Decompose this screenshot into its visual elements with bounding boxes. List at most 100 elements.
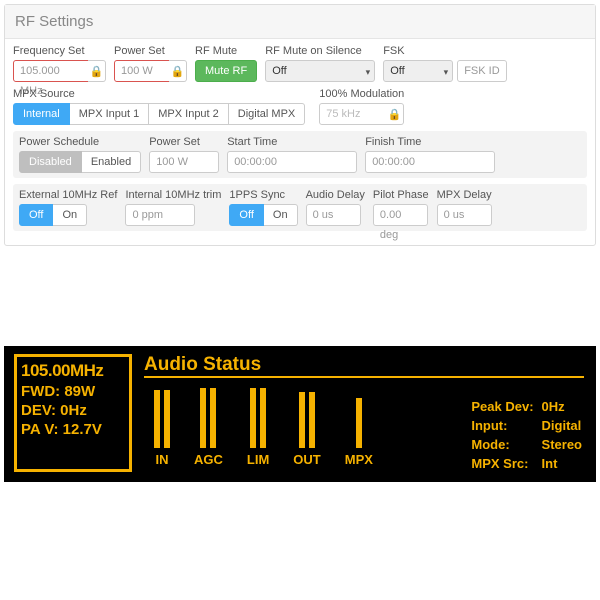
mpx-delay-input[interactable]: 0 us [437,204,492,226]
meter-label: IN [156,452,169,467]
meter-bar [210,388,216,448]
meter-bar [250,388,256,448]
pps-sync-label: 1PPS Sync [229,189,297,201]
meter-label: AGC [194,452,223,467]
lcd-info-val: Int [542,455,582,472]
ref10-btns-off[interactable]: Off [19,204,53,226]
sched-finish-input[interactable]: 00:00:00 [365,151,495,173]
lcd-info-key: Input: [471,417,539,434]
lcd-fwd: FWD: 89W [21,383,125,400]
sched-start-label: Start Time [227,136,357,148]
int-10mhz-trim-input[interactable]: 0 ppm [125,204,195,226]
pps-btns-on[interactable]: On [264,204,298,226]
mpx-source-buttons: InternalMPX Input 1MPX Input 2Digital MP… [13,103,305,125]
rf-mute-silence-select[interactable]: Off [265,60,375,82]
lock-icon[interactable]: 🔒 [169,60,187,82]
lcd-info-val: 0Hz [542,398,582,415]
power-set-input[interactable]: 100 W [114,60,172,82]
mpx-delay-label: MPX Delay [437,189,492,201]
pilot-phase-input[interactable]: 0.00 deg [373,204,428,226]
lcd-title: Audio Status [144,354,261,376]
fsk-label: FSK [383,45,507,57]
lcd-title-underline [144,376,584,378]
int-10mhz-trim-group: Internal 10MHz trim 0 ppm [125,189,221,226]
ref10-btns-on[interactable]: On [53,204,87,226]
lcd-meter-lim: LIM [247,386,269,467]
frequency-set-label: Frequency Set [13,45,106,57]
meter-bar [309,392,315,448]
modulation-group: 100% Modulation 75 kHz 🔒 [319,88,404,125]
lcd-info-key: Peak Dev: [471,398,539,415]
ext-10mhz-buttons: OffOn [19,204,117,226]
rf-mute-silence-label: RF Mute on Silence [265,45,375,57]
power-schedule-panel: Power Schedule DisabledEnabled Power Set… [13,131,587,178]
lcd-info-table: Peak Dev:0Hz Input:Digital Mode:Stereo M… [469,396,584,474]
mpx-source-group: MPX Source InternalMPX Input 1MPX Input … [13,88,305,125]
rf-mute-group: RF Mute Mute RF [195,45,257,82]
fsk-select[interactable]: Off [383,60,453,82]
sched-finish-label: Finish Time [365,136,495,148]
lcd-meter-out: OUT [293,386,320,467]
sched-btns-enabled[interactable]: Enabled [82,151,141,173]
lcd-status-box: 105.00MHz FWD: 89W DEV: 0Hz PA V: 12.7V [14,354,132,472]
sched-btns-disabled[interactable]: Disabled [19,151,82,173]
meter-bar [260,388,266,448]
lcd-info-key: MPX Src: [471,455,539,472]
meter-label: LIM [247,452,269,467]
ext-10mhz-group: External 10MHz Ref OffOn [19,189,117,226]
lcd-meter-agc: AGC [194,386,223,467]
audio-delay-group: Audio Delay 0 us [306,189,365,226]
panel-title: RF Settings [5,5,595,39]
mute-rf-button[interactable]: Mute RF [195,60,257,82]
pps-btns-off[interactable]: Off [229,204,263,226]
meter-label: MPX [345,452,373,467]
ext-10mhz-label: External 10MHz Ref [19,189,117,201]
lock-icon[interactable]: 🔒 [386,103,404,125]
meter-bar [299,392,305,448]
lcd-meter-mpx: MPX [345,386,373,467]
mpx-btns-internal[interactable]: Internal [13,103,70,125]
pilot-phase-label: Pilot Phase [373,189,429,201]
meter-bar [200,388,206,448]
fsk-id-input[interactable]: FSK ID [457,60,507,82]
fsk-group: FSK Off FSK ID [383,45,507,82]
lock-icon[interactable]: 🔒 [88,60,106,82]
power-schedule-buttons: DisabledEnabled [19,151,141,173]
meter-bar [164,390,170,448]
power-set-group: Power Set 100 W 🔒 [114,45,187,82]
mpx-source-label: MPX Source [13,88,305,100]
lcd-info-val: Stereo [542,436,582,453]
mpx-btns-mpx-input-1[interactable]: MPX Input 1 [70,103,150,125]
audio-delay-label: Audio Delay [306,189,365,201]
frequency-set-input[interactable]: 105.000 MHz [13,60,91,82]
pps-sync-group: 1PPS Sync OffOn [229,189,297,226]
rf-mute-silence-group: RF Mute on Silence Off [265,45,375,82]
power-schedule-label: Power Schedule [19,136,141,148]
sched-power-input[interactable]: 100 W [149,151,219,173]
rf-mute-label: RF Mute [195,45,257,57]
sched-start-input[interactable]: 00:00:00 [227,151,357,173]
power-schedule-group: Power Schedule DisabledEnabled [19,136,141,173]
meter-bar [356,398,362,448]
pilot-phase-group: Pilot Phase 0.00 deg [373,189,429,226]
misc-settings-panel: External 10MHz Ref OffOn Internal 10MHz … [13,184,587,231]
rf-settings-panel: RF Settings Frequency Set 105.000 MHz 🔒 … [4,4,596,246]
sched-finish-group: Finish Time 00:00:00 [365,136,495,173]
meter-label: OUT [293,452,320,467]
modulation-input[interactable]: 75 kHz [319,103,389,125]
lcd-dev: DEV: 0Hz [21,402,125,419]
mpx-delay-group: MPX Delay 0 us [437,189,492,226]
lcd-pav: PA V: 12.7V [21,421,125,438]
int-10mhz-trim-label: Internal 10MHz trim [125,189,221,201]
lcd-meters: IN AGC LIM OUT MPX [154,386,373,467]
frequency-set-group: Frequency Set 105.000 MHz 🔒 [13,45,106,82]
pps-sync-buttons: OffOn [229,204,297,226]
mpx-btns-digital-mpx[interactable]: Digital MPX [229,103,305,125]
lcd-meter-in: IN [154,386,170,467]
sched-power-group: Power Set 100 W [149,136,219,173]
audio-delay-input[interactable]: 0 us [306,204,361,226]
sched-power-label: Power Set [149,136,219,148]
mpx-btns-mpx-input-2[interactable]: MPX Input 2 [149,103,229,125]
modulation-label: 100% Modulation [319,88,404,100]
lcd-info-key: Mode: [471,436,539,453]
